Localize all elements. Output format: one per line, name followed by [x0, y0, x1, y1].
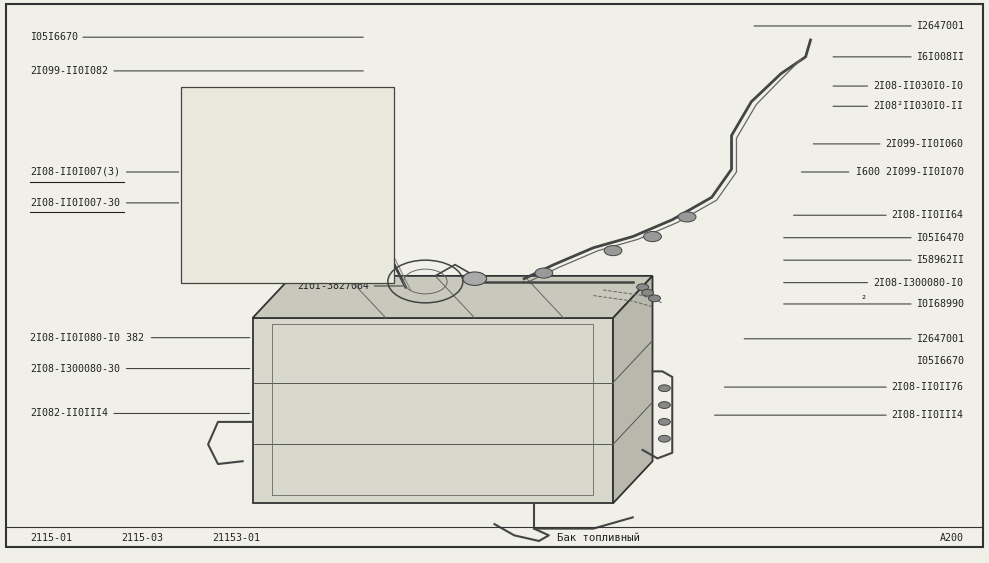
Circle shape — [637, 284, 649, 291]
Circle shape — [659, 435, 671, 442]
Text: 21153-01: 21153-01 — [212, 533, 260, 543]
Circle shape — [659, 418, 671, 425]
Text: 2115-01: 2115-01 — [31, 533, 72, 543]
Circle shape — [659, 401, 671, 408]
Text: A200: A200 — [940, 533, 963, 543]
Text: 2I0I-3827064: 2I0I-3827064 — [297, 281, 369, 291]
Text: 2I08-3827010-30: 2I08-3827010-30 — [193, 213, 283, 224]
Text: 2I08-3724220: 2I08-3724220 — [193, 142, 265, 151]
Text: Бак топливный: Бак топливный — [557, 533, 640, 543]
Text: 2I08²II030I0-II: 2I08²II030I0-II — [873, 101, 963, 111]
Polygon shape — [252, 276, 653, 318]
Text: 2I08-II0I007-30: 2I08-II0I007-30 — [31, 198, 121, 208]
Text: III95370: III95370 — [193, 119, 241, 129]
Text: ²: ² — [859, 295, 866, 305]
Circle shape — [642, 289, 654, 296]
Circle shape — [463, 272, 487, 285]
Text: I58962II: I58962II — [916, 255, 963, 265]
Text: I2647001: I2647001 — [916, 21, 963, 31]
Text: 2I08²3827010-02(3): 2I08²3827010-02(3) — [193, 193, 302, 203]
Text: I05I6670: I05I6670 — [31, 32, 78, 42]
Circle shape — [659, 385, 671, 392]
Text: 2I08-II0I080-I0 382: 2I08-II0I080-I0 382 — [31, 333, 144, 343]
Text: 2I08-II030I0-I0: 2I08-II030I0-I0 — [873, 81, 963, 91]
Text: 2I083²3827010: 2I083²3827010 — [193, 234, 271, 244]
Polygon shape — [613, 276, 653, 503]
Text: 2I0I-II0II38: 2I0I-II0II38 — [193, 261, 265, 271]
Text: 2115-03: 2115-03 — [122, 533, 163, 543]
Text: 2I08-II0II76: 2I08-II0II76 — [892, 382, 963, 392]
Text: I2647001: I2647001 — [916, 334, 963, 344]
Circle shape — [649, 295, 661, 302]
Text: 2I099-II0I060: 2I099-II0I060 — [885, 139, 963, 149]
Circle shape — [535, 268, 553, 278]
Text: 2I099-II0I082: 2I099-II0I082 — [31, 66, 109, 76]
Bar — [181, 87, 394, 283]
Text: I0I68990: I0I68990 — [916, 299, 963, 309]
Text: 2I082-II0III4: 2I082-II0III4 — [31, 409, 109, 418]
Text: 2I08-II0III4: 2I08-II0III4 — [892, 410, 963, 420]
Text: I05I6470: I05I6470 — [916, 233, 963, 243]
Text: 2I08-I300080-30: 2I08-I300080-30 — [31, 364, 121, 373]
Text: 2I08-II0II64: 2I08-II0II64 — [892, 210, 963, 220]
Text: 2I08-II0I007(3): 2I08-II0I007(3) — [31, 167, 121, 177]
Text: I600 2I099-II0I070: I600 2I099-II0I070 — [855, 167, 963, 177]
Text: I07940II: I07940II — [193, 97, 241, 107]
Text: 2I08-I300080-I0: 2I08-I300080-I0 — [873, 278, 963, 288]
Text: 2I08-3827010(3): 2I08-3827010(3) — [193, 173, 283, 182]
Circle shape — [604, 245, 622, 256]
Polygon shape — [252, 318, 613, 503]
Text: I05I6670: I05I6670 — [916, 356, 963, 367]
Text: I6I008II: I6I008II — [916, 52, 963, 62]
Circle shape — [678, 212, 696, 222]
Circle shape — [644, 231, 662, 242]
